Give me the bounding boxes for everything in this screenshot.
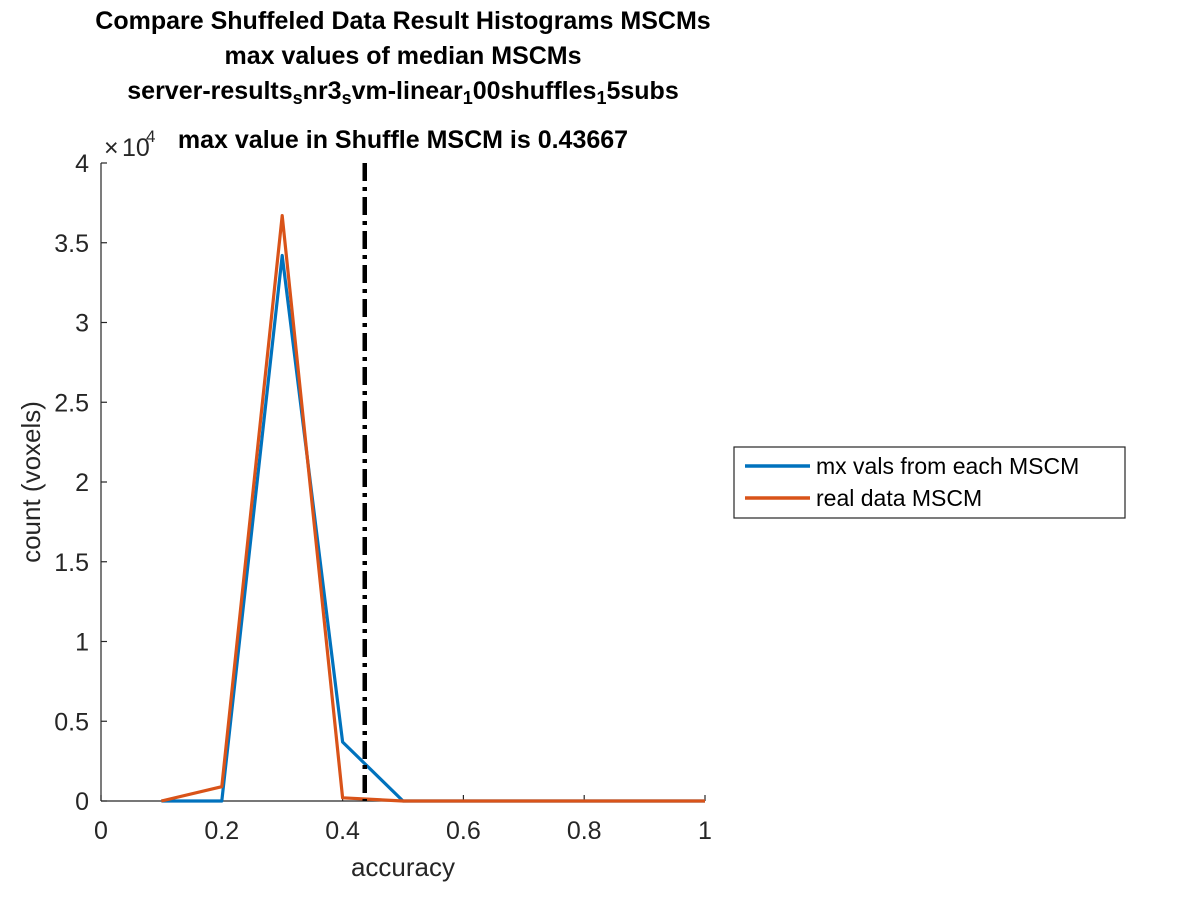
y-tick-label: 3 [75,310,89,338]
title-line-2: max values of median MSCMs [224,42,581,70]
series-lines [161,214,705,803]
series-line-2 [161,214,705,803]
y-tick-label: 1 [75,629,89,657]
y-exponent-label: × 10 4 [104,127,155,162]
y-tick-label: 4 [75,150,89,178]
x-tick-label: 0.6 [446,817,481,845]
title-segment: vm-linear [352,77,463,105]
x-tick-label: 0.4 [325,817,360,845]
title-subscript: 1 [596,88,606,108]
title-subscript: s [342,88,352,108]
title-segment: 5subs [606,77,678,105]
title-segment: server-results [127,77,292,105]
title-subscript: 1 [463,88,473,108]
y-tick-label: 0.5 [54,708,89,736]
x-tick-label: 0.8 [567,817,602,845]
legend-label: mx vals from each MSCM [816,453,1079,479]
chart-title: Compare Shuffeled Data Result Histograms… [95,7,710,154]
y-tick-label: 3.5 [54,230,89,258]
x-tick-label: 1 [698,817,712,845]
title-segment: nr3 [303,77,342,105]
y-tick-label: 1.5 [54,549,89,577]
y-exponent-power: 4 [146,127,155,146]
title-line-3: server-resultssnr3svm-linear100shuffles1… [127,77,678,108]
title-line-1: Compare Shuffeled Data Result Histograms… [95,7,710,35]
series-line-1 [161,253,705,803]
legend-box [733,446,1126,519]
legend-label: real data MSCM [816,485,982,511]
x-tick-label: 0.2 [204,817,239,845]
axes: 0 0.2 0.4 0.6 0.8 1 0 0.5 1 1.5 2 2.5 3 3.5 4 [54,150,712,845]
title-segment: 00shuffles [473,77,597,105]
y-tick-label: 2 [75,469,89,497]
y-exponent-base: 10 [122,134,150,162]
y-axis-label: count (voxels) [16,401,46,563]
x-axis-label: accuracy [351,852,455,882]
y-exponent-multiplier: × [104,134,119,162]
y-tick-label: 2.5 [54,389,89,417]
legend: mx vals from each MSCM real data MSCM [733,446,1126,519]
y-tick-label: 0 [75,788,89,816]
x-tick-label: 0 [94,817,108,845]
title-subscript: s [293,88,303,108]
title-line-4: max value in Shuffle MSCM is 0.43667 [178,126,628,154]
